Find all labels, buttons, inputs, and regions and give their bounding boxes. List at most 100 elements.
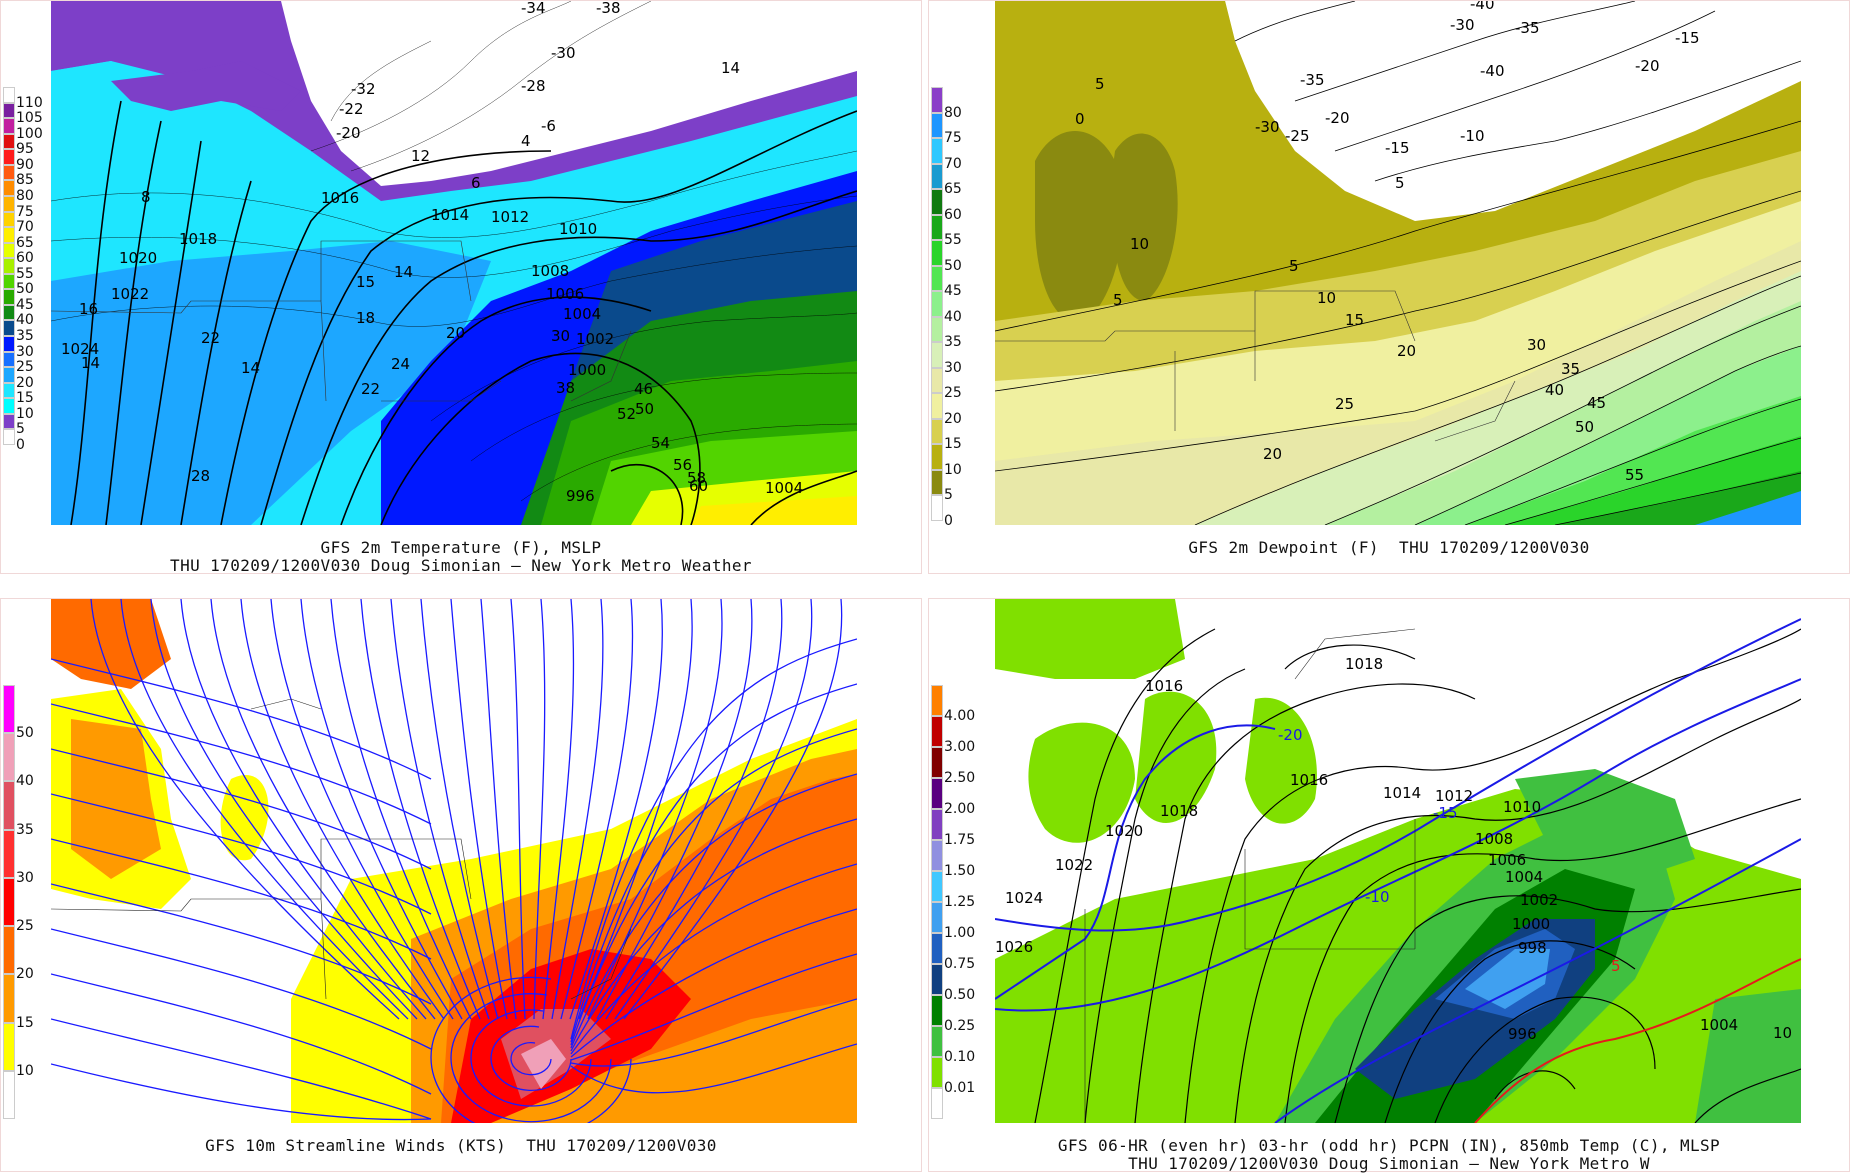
scale-label: 15	[944, 436, 962, 453]
streamline	[51, 748, 432, 870]
dewpoint-label-25: 25	[1335, 395, 1354, 413]
scale-label: 30	[16, 869, 34, 886]
temp-label-minus20: -20	[336, 124, 361, 142]
scale-swatch	[3, 118, 15, 134]
scale-label: 10	[944, 461, 962, 478]
scale-label: 55	[16, 265, 34, 282]
temp-label-16: 16	[79, 300, 98, 318]
streamline	[210, 599, 436, 1020]
isobar-label-1002: 1002	[1520, 891, 1558, 909]
scale-label: 20	[16, 374, 34, 391]
streamline	[120, 599, 409, 1020]
temp-label-54: 54	[651, 434, 670, 452]
isobar-label-1020: 1020	[119, 249, 157, 267]
scale-swatch	[931, 964, 943, 995]
temp-label-minus22: -22	[339, 100, 364, 118]
dewpoint-label-55: 55	[1625, 466, 1644, 484]
isobar-label-1012: 1012	[1435, 787, 1473, 805]
scale-label: 75	[16, 203, 34, 220]
dewpoint-label-minus40b: -40	[1480, 62, 1505, 80]
scale-label: 40	[944, 308, 962, 325]
streamline	[490, 1025, 572, 1092]
isobar-label-1022: 1022	[1055, 856, 1093, 874]
scale-swatch	[931, 367, 943, 394]
scale-label: 3.00	[944, 739, 976, 755]
dewpoint-color-scale: 80 75 70 65 60 55 50 45 40 35 30 25 20 15 10 5 0	[931, 87, 977, 528]
streamline	[420, 599, 499, 1020]
temp-label-15: 15	[356, 273, 375, 291]
dewpoint-label-5d: 5	[1395, 174, 1405, 192]
scale-swatch	[3, 180, 15, 196]
temp-label-14b: 14	[241, 359, 260, 377]
scale-swatch	[3, 320, 15, 337]
dewpoint-label-20b: 20	[1263, 445, 1282, 463]
scale-label: 1.00	[944, 925, 976, 941]
scale-swatch	[931, 1057, 943, 1088]
scale-swatch	[931, 393, 943, 419]
isobar-label-1016b: 1016	[1290, 771, 1328, 789]
temp-label-14c: 14	[394, 263, 413, 281]
streamline	[480, 599, 517, 1020]
dewpoint-label-minus15: -15	[1385, 139, 1410, 157]
precip-caption-2: THU 170209/1200V030 Doug Simonian — New …	[1128, 1154, 1650, 1173]
isobar-label-1010: 1010	[559, 220, 597, 238]
dewpoint-label-5b: 5	[1113, 291, 1123, 309]
precip-caption-1: GFS 06-HR (even hr) 03-hr (odd hr) PCPN …	[1057, 1136, 1721, 1155]
dewpoint-label-40: 40	[1545, 381, 1564, 399]
isobar-label-1022: 1022	[111, 285, 149, 303]
scale-swatch	[931, 265, 943, 292]
dewpoint-label-minus10: -10	[1460, 127, 1485, 145]
dewpoint-label-10b: 10	[1317, 289, 1336, 307]
streamline	[542, 599, 575, 1020]
streamline	[360, 599, 481, 1020]
scale-label: 0	[944, 513, 953, 529]
scale-swatch	[3, 398, 15, 414]
scale-swatch	[931, 747, 943, 778]
scale-swatch	[3, 733, 15, 782]
temp-label-38: 38	[556, 379, 575, 397]
isobar-label-1002: 1002	[576, 330, 614, 348]
streamline	[570, 773, 857, 1049]
streamline	[570, 818, 857, 1052]
dewpoint-label-5c: 5	[1289, 257, 1299, 275]
streamline	[51, 703, 432, 825]
isobar-label-1018: 1018	[1345, 655, 1383, 673]
streamline	[605, 599, 783, 1020]
scale-label: 30	[16, 343, 34, 360]
scale-swatch	[3, 382, 15, 399]
temp-label-60: 60	[689, 477, 708, 495]
streamline	[510, 1042, 552, 1076]
scale-swatch	[3, 829, 15, 878]
temp-label-52: 52	[617, 405, 636, 423]
streamline	[551, 599, 604, 1020]
dewpoint-caption: GFS 2m Dewpoint (F) THU 170209/1200V030	[1188, 538, 1590, 557]
streamline	[450, 993, 612, 1123]
scale-label: 10	[16, 1062, 34, 1079]
scale-swatch	[3, 304, 15, 321]
dewpoint-label-minus35b: -35	[1515, 19, 1540, 37]
scale-swatch	[931, 1026, 943, 1057]
scale-label: 75	[944, 130, 962, 147]
scale-label: 25	[944, 385, 962, 402]
scale-swatch	[931, 418, 943, 445]
dewpoint-label-minus30b: -30	[1450, 16, 1475, 34]
dewpoint-label-minus40: -40	[1470, 1, 1495, 13]
dewpoint-label-35: 35	[1561, 360, 1580, 378]
streamline	[390, 599, 490, 1020]
isobar-label-998: 998	[1518, 939, 1547, 957]
scale-label: 20	[16, 966, 34, 983]
temp-label-30: 30	[551, 327, 570, 345]
isobar-label-1006: 1006	[546, 285, 584, 303]
scale-swatch	[3, 273, 15, 290]
scale-swatch	[931, 716, 943, 747]
scale-label: 50	[16, 725, 34, 742]
scale-swatch	[931, 138, 943, 164]
isobar-label-1000: 1000	[1512, 915, 1550, 933]
scale-swatch	[3, 102, 15, 119]
scale-label: 50	[944, 257, 962, 274]
dewpoint-label-minus30: -30	[1255, 118, 1280, 136]
scale-swatch	[931, 840, 943, 871]
isobar-label-996: 996	[566, 487, 595, 505]
scale-swatch	[3, 258, 15, 274]
scale-label: 60	[16, 250, 34, 267]
